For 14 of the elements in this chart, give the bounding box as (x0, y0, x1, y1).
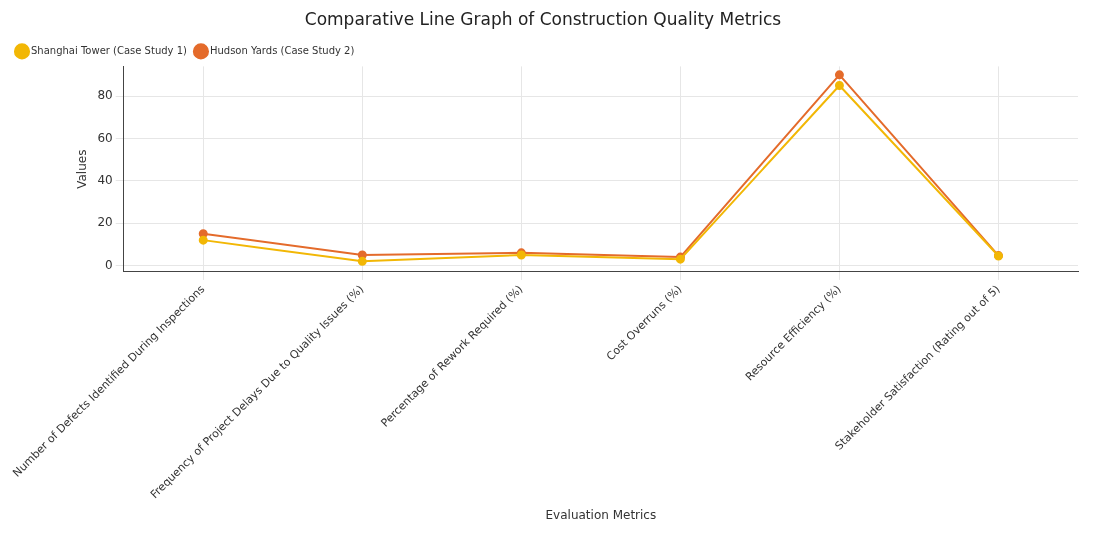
y-axis-title: Values (75, 149, 90, 189)
point (198, 235, 208, 245)
y-tick-label: 20 (97, 215, 113, 230)
point (834, 70, 844, 80)
legend-label: Shanghai Tower (Case Study 1) (31, 44, 188, 56)
legend-label: Hudson Yards (Case Study 2) (209, 44, 355, 56)
chart-title: Comparative Line Graph of Construction Quality Metrics (304, 8, 782, 29)
y-tick-label: 60 (97, 130, 113, 145)
y-tick-label: 0 (105, 257, 113, 272)
point (357, 256, 367, 266)
point (834, 80, 844, 90)
x-axis-title: Evaluation Metrics (545, 507, 657, 522)
y-tick-label: 40 (97, 172, 113, 187)
y-tick-label: 80 (97, 88, 113, 103)
